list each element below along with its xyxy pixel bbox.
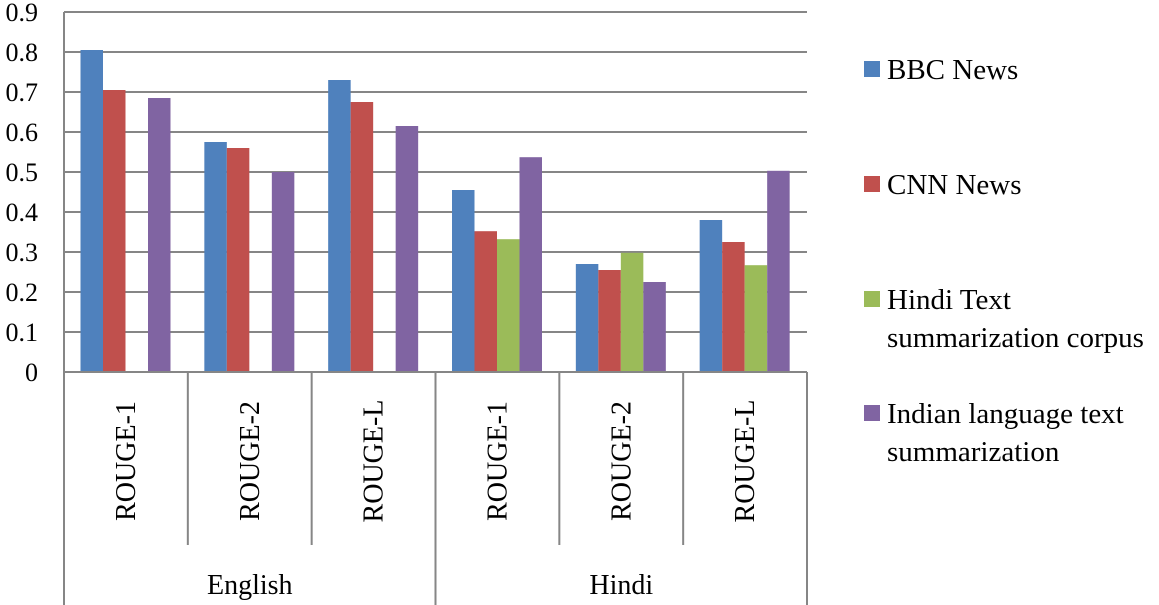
bar bbox=[497, 239, 520, 372]
y-tick-label: 0.5 bbox=[6, 158, 39, 187]
y-tick-label: 0.8 bbox=[6, 38, 39, 67]
legend-label: BBC News bbox=[887, 54, 1018, 86]
bar bbox=[519, 157, 542, 372]
legend-marker bbox=[864, 405, 880, 421]
bar bbox=[474, 231, 497, 372]
bar bbox=[452, 190, 475, 372]
bar bbox=[620, 252, 644, 372]
bar bbox=[699, 220, 723, 372]
y-tick-label: 0.6 bbox=[6, 118, 39, 147]
y-tick-label: 0.7 bbox=[6, 78, 39, 107]
y-tick-label: 0.2 bbox=[6, 278, 39, 307]
legend: BBC News CNN News Hindi Text summarization … bbox=[864, 54, 1144, 468]
legend-label: summarization corpus bbox=[887, 322, 1144, 354]
legend-label: summarization bbox=[887, 436, 1060, 468]
category-label: ROUGE-2 bbox=[606, 401, 637, 521]
bar bbox=[271, 172, 295, 372]
legend-label: Indian language text bbox=[887, 398, 1124, 430]
gridlines bbox=[64, 11, 807, 333]
bar bbox=[744, 265, 768, 372]
y-tick-label: 0.1 bbox=[6, 318, 39, 347]
y-tick-label: 0.9 bbox=[6, 0, 39, 27]
bar bbox=[767, 170, 790, 372]
bar bbox=[328, 80, 351, 372]
bar bbox=[598, 270, 621, 372]
category-label: ROUGE-L bbox=[730, 400, 761, 523]
bar bbox=[148, 98, 171, 372]
bar bbox=[226, 148, 250, 372]
x-axis-labels: ROUGE-1 ROUGE-2 ROUGE-L ROUGE-1 ROUGE-2 ROUGE… bbox=[111, 400, 761, 601]
y-axis-ticks: 0 0.1 0.2 0.3 0.4 0.5 0.6 0.7 0.8 0.9 bbox=[6, 0, 39, 387]
legend-marker bbox=[864, 176, 880, 192]
bar bbox=[575, 264, 599, 372]
group-label: English bbox=[207, 570, 293, 601]
category-label: ROUGE-1 bbox=[482, 401, 513, 521]
category-label: ROUGE-1 bbox=[111, 401, 142, 521]
bar bbox=[80, 50, 103, 372]
bar bbox=[350, 102, 374, 372]
bars bbox=[80, 50, 790, 372]
group-label: Hindi bbox=[589, 570, 653, 601]
bar bbox=[204, 142, 227, 372]
legend-label: CNN News bbox=[887, 169, 1022, 201]
legend-marker bbox=[864, 61, 880, 77]
bar bbox=[643, 282, 666, 372]
category-label: ROUGE-L bbox=[359, 400, 390, 523]
legend-label: Hindi Text bbox=[887, 284, 1011, 316]
bar bbox=[103, 90, 126, 372]
y-tick-label: 0 bbox=[25, 358, 38, 387]
bar bbox=[395, 126, 419, 372]
bar bbox=[722, 242, 745, 372]
legend-marker bbox=[864, 291, 880, 307]
y-tick-label: 0.3 bbox=[6, 238, 39, 267]
y-tick-label: 0.4 bbox=[6, 198, 39, 227]
axes bbox=[63, 12, 808, 605]
category-label: ROUGE-2 bbox=[235, 401, 266, 521]
